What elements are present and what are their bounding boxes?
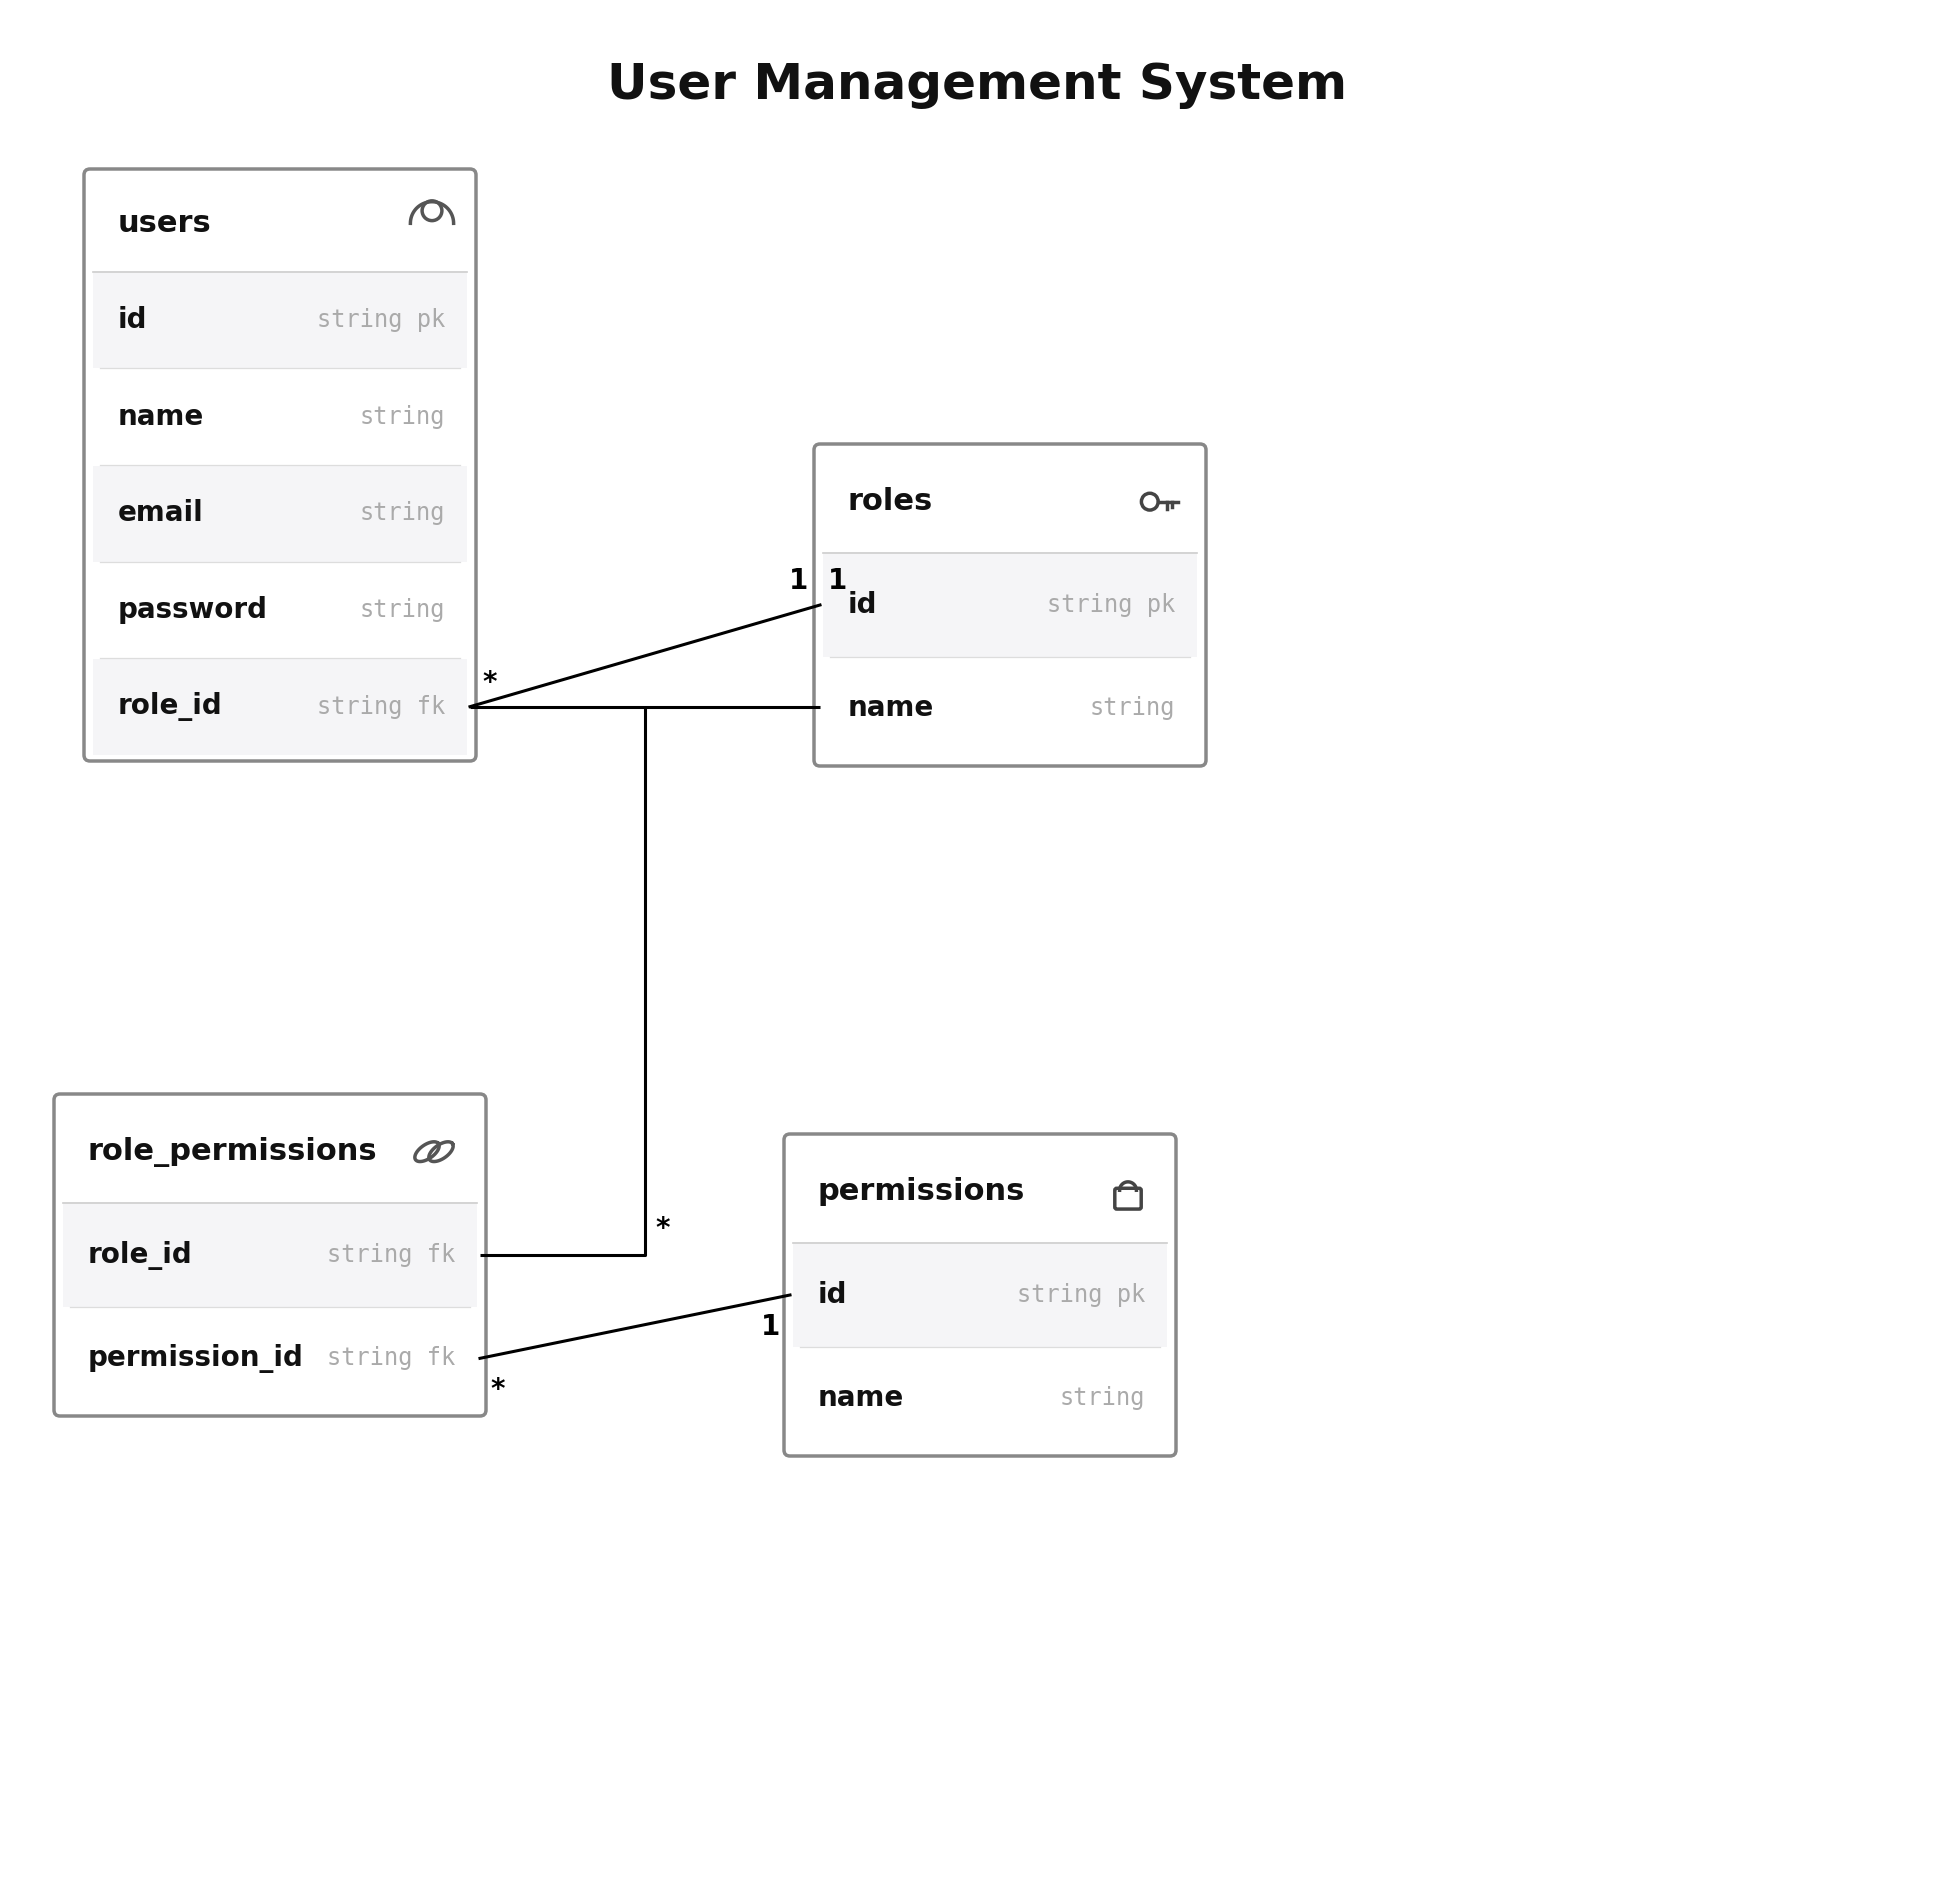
Text: string fk: string fk: [326, 1243, 455, 1268]
Bar: [63, 1103, 477, 1203]
Text: name: name: [117, 402, 205, 431]
FancyBboxPatch shape: [784, 1133, 1176, 1456]
Bar: [94, 178, 467, 271]
Text: string: string: [360, 404, 446, 429]
Text: roles: roles: [848, 488, 934, 516]
Text: User Management System: User Management System: [608, 61, 1346, 108]
Bar: [63, 1308, 477, 1410]
Text: string pk: string pk: [1016, 1283, 1145, 1308]
Text: string: string: [360, 501, 446, 526]
Text: string: string: [1059, 1386, 1145, 1410]
Text: string fk: string fk: [326, 1346, 455, 1370]
Text: 1: 1: [760, 1313, 780, 1342]
Text: id: id: [117, 306, 147, 334]
Bar: [94, 562, 467, 659]
Text: email: email: [117, 499, 203, 528]
Text: *: *: [655, 1215, 670, 1243]
Text: string: string: [360, 598, 446, 623]
Text: id: id: [819, 1281, 848, 1310]
Text: name: name: [819, 1384, 905, 1412]
FancyBboxPatch shape: [84, 169, 477, 761]
Text: role_id: role_id: [88, 1241, 193, 1270]
FancyBboxPatch shape: [55, 1093, 487, 1416]
Text: string fk: string fk: [317, 695, 446, 719]
Text: role_permissions: role_permissions: [88, 1137, 377, 1167]
Text: 1: 1: [828, 568, 848, 594]
Text: *: *: [483, 668, 496, 697]
Text: 1: 1: [789, 568, 809, 594]
Text: *: *: [490, 1376, 504, 1405]
Bar: [94, 659, 467, 755]
Text: users: users: [117, 209, 211, 237]
Bar: [63, 1205, 477, 1306]
Bar: [823, 554, 1198, 657]
Text: name: name: [848, 695, 934, 723]
Bar: [793, 1143, 1167, 1243]
FancyBboxPatch shape: [815, 444, 1206, 767]
Bar: [94, 273, 467, 368]
Text: string pk: string pk: [317, 307, 446, 332]
Text: id: id: [848, 590, 877, 619]
Text: string pk: string pk: [1047, 592, 1174, 617]
Text: role_id: role_id: [117, 693, 223, 721]
Text: string: string: [1090, 697, 1174, 721]
Bar: [823, 659, 1198, 759]
Text: password: password: [117, 596, 268, 624]
Bar: [94, 370, 467, 465]
Bar: [94, 467, 467, 562]
Bar: [793, 1348, 1167, 1450]
Text: permissions: permissions: [819, 1177, 1026, 1205]
Text: permission_id: permission_id: [88, 1344, 305, 1372]
Bar: [823, 454, 1198, 554]
Bar: [793, 1245, 1167, 1348]
